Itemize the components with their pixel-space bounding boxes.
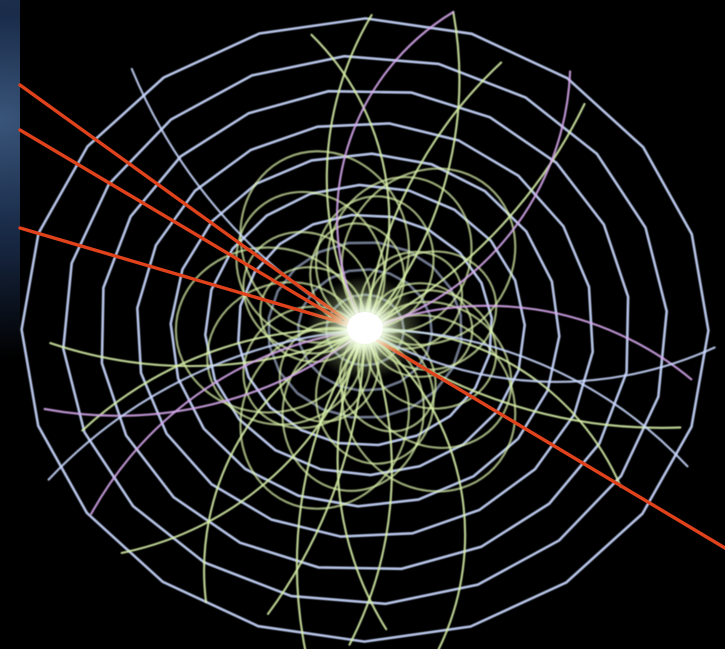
red-track [358,328,725,550]
detector-ring [203,183,527,477]
detector-ring [169,152,561,508]
detector-ring [135,122,595,538]
red-track [18,128,342,322]
red-track [18,83,362,332]
straight-tracks [18,83,725,550]
collision-vertex [347,312,383,344]
detector-ring [20,17,710,643]
red-track [18,226,362,330]
detector-ring [267,241,463,419]
detector-ring [100,89,630,571]
